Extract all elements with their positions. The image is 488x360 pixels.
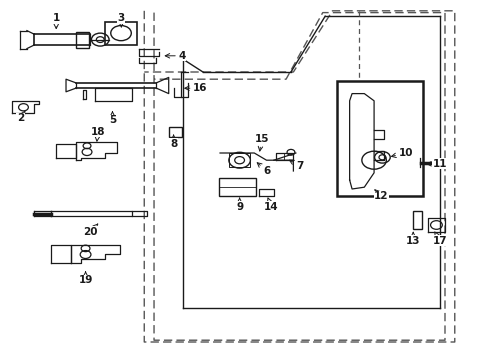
Text: 13: 13 — [405, 232, 420, 246]
Text: 4: 4 — [165, 51, 185, 61]
Text: 3: 3 — [118, 13, 124, 27]
Text: 5: 5 — [109, 112, 116, 125]
Bar — [228, 153, 250, 167]
Text: 15: 15 — [254, 134, 268, 151]
Text: 19: 19 — [78, 272, 93, 285]
Bar — [76, 32, 89, 48]
Text: 7: 7 — [289, 160, 303, 171]
Text: 14: 14 — [264, 198, 278, 212]
Text: 11: 11 — [426, 159, 447, 169]
Bar — [219, 178, 255, 196]
Text: 20: 20 — [83, 224, 98, 237]
Text: 8: 8 — [170, 135, 177, 149]
Text: 6: 6 — [257, 163, 269, 176]
Bar — [105, 22, 137, 45]
Text: 9: 9 — [236, 198, 243, 212]
Bar — [337, 81, 422, 196]
Text: 2: 2 — [17, 111, 25, 123]
Text: 17: 17 — [432, 232, 447, 246]
Text: 10: 10 — [391, 148, 412, 158]
Text: 18: 18 — [90, 127, 105, 141]
Text: 12: 12 — [373, 190, 388, 201]
Text: 16: 16 — [184, 83, 207, 93]
Text: 1: 1 — [53, 13, 60, 28]
Bar — [412, 211, 421, 229]
Bar — [168, 127, 182, 137]
